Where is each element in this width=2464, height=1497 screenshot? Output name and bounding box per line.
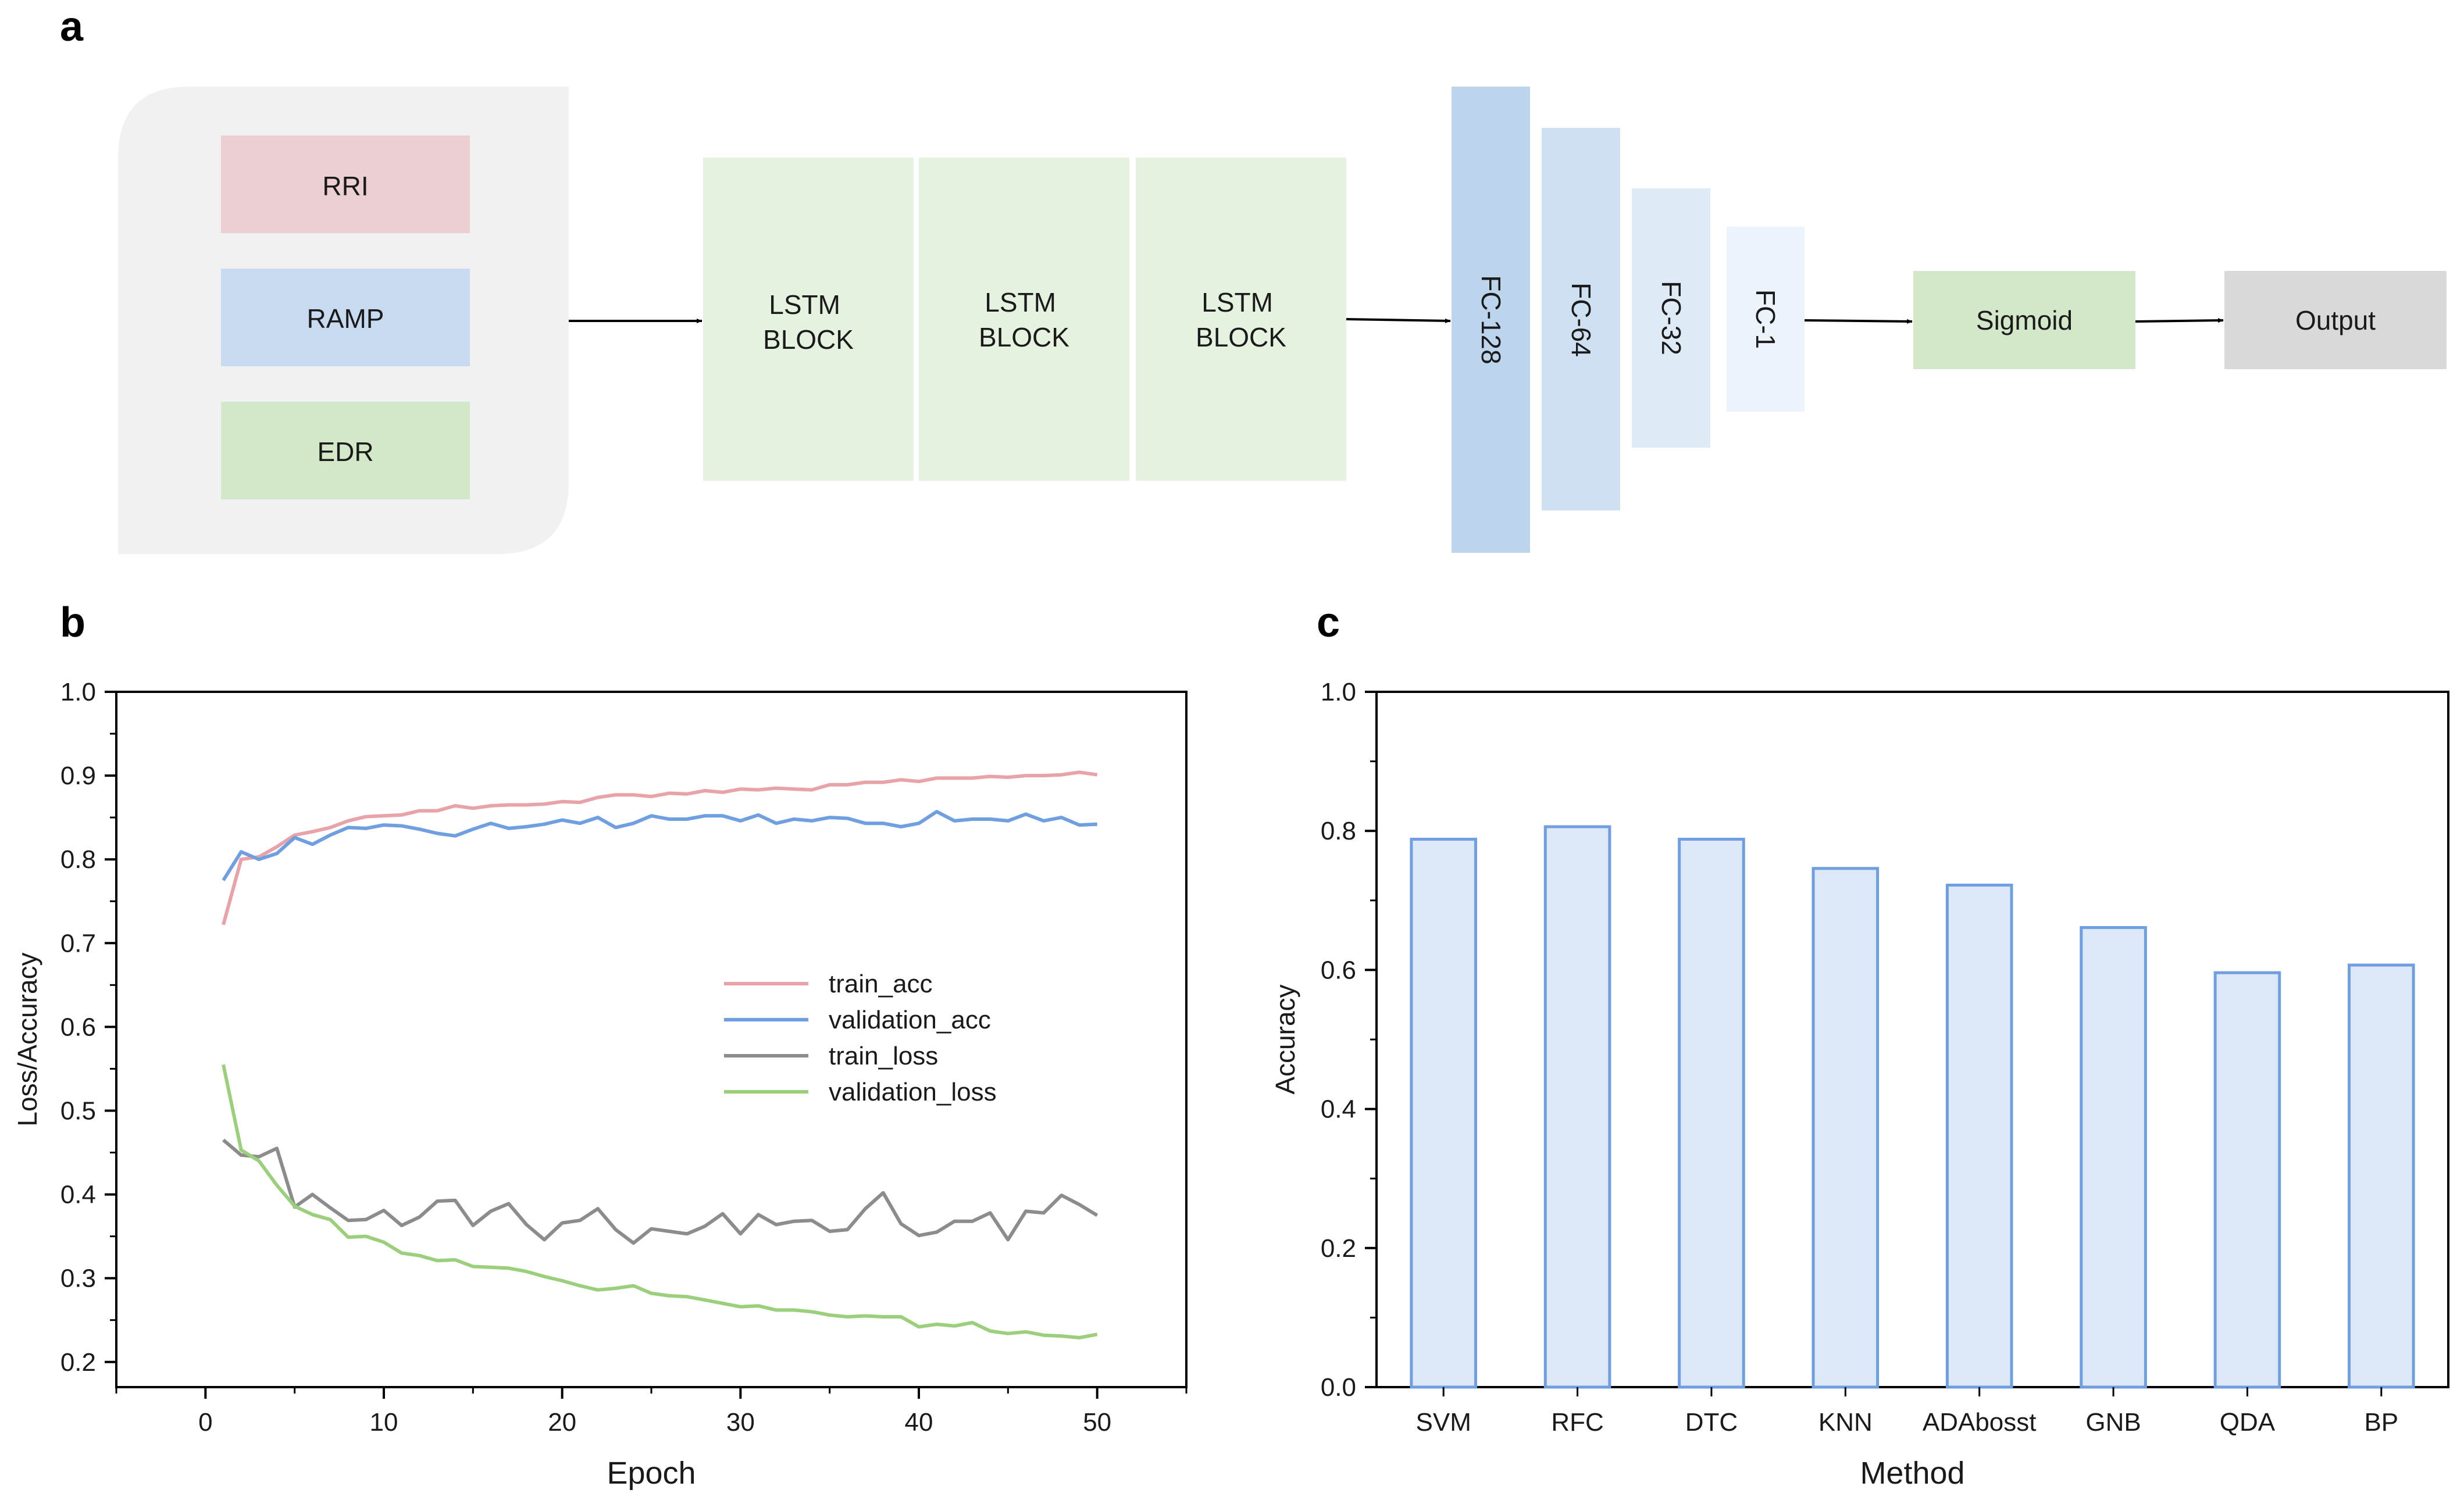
y-tick-label: 0.6 — [60, 1013, 96, 1041]
x-tick-label: 40 — [905, 1408, 933, 1437]
x-tick-label: 50 — [1083, 1408, 1111, 1437]
arrow-to-sigmoid — [1804, 319, 1913, 324]
input-rri-label: RRI — [322, 171, 368, 201]
y-tick-label: 0.8 — [60, 845, 96, 874]
x-tick-label: SVM — [1416, 1408, 1471, 1437]
bar-qda — [2213, 971, 2281, 1389]
x-axis-label: Epoch — [607, 1456, 696, 1491]
fc-128-label: FC-128 — [1476, 275, 1506, 364]
output-label: Output — [2295, 305, 2376, 335]
y-tick-label: 0.8 — [1321, 817, 1356, 845]
y-tick-label: 0.3 — [60, 1264, 96, 1293]
fc-32-label: FC-32 — [1656, 281, 1686, 355]
bar-svm — [1410, 838, 1477, 1389]
legend-label-train-loss: train_loss — [829, 1042, 938, 1070]
architecture-diagram: RRI RAMP EDR LSTM BLOCK LSTM BLOCK LSTM … — [118, 87, 2447, 554]
bar-rfc — [1543, 825, 1611, 1389]
y-tick-label: 0.2 — [60, 1348, 96, 1377]
bar-knn — [1812, 867, 1880, 1389]
lstm-block-2-line1: LSTM — [985, 287, 1056, 317]
series-line-validation-loss — [222, 1064, 1098, 1339]
arrow-to-output — [2135, 318, 2224, 323]
x-tick-label: DTC — [1685, 1408, 1738, 1437]
y-tick-label: 0.7 — [60, 929, 96, 957]
fc-1-label: FC-1 — [1750, 290, 1781, 349]
method-accuracy-chart: 0.0 0.2 0.4 0.6 0.8 1.0 SVM RFC DTC KNN ADAbosst GN… — [1270, 678, 2449, 1491]
fc-64-label: FC-64 — [1566, 283, 1596, 357]
y-axis-label: Accuracy — [1270, 984, 1300, 1094]
lstm-block-1-line1: LSTM — [769, 290, 840, 320]
x-tick-label: 10 — [370, 1408, 398, 1437]
input-edr-label: EDR — [317, 437, 373, 467]
lstm-block-3-label: LSTM BLOCK — [1196, 287, 1286, 352]
lstm-block-2-line2: BLOCK — [979, 322, 1069, 352]
bar-gnb — [2080, 926, 2147, 1389]
fc-32-layer — [1632, 188, 1710, 448]
input-ramp-label: RAMP — [307, 303, 384, 334]
x-tick-label: BP — [2364, 1408, 2398, 1437]
series-line-train-acc — [222, 770, 1098, 926]
lstm-block-1 — [703, 158, 914, 481]
y-tick-label: 1.0 — [1321, 678, 1356, 706]
fc-64-layer — [1542, 128, 1620, 510]
x-tick-label: RFC — [1551, 1408, 1603, 1437]
output-box — [2224, 271, 2447, 369]
x-tick-label: QDA — [2220, 1408, 2276, 1437]
fc-128-layer — [1452, 87, 1530, 553]
training-curves-chart: 0 10 20 30 40 50 0.2 0.3 0.4 0.5 0.6 0.7 0.8 0.9 1.0 Ep… — [12, 678, 1188, 1491]
panel-label-c: c — [1317, 599, 1340, 646]
y-tick-label: 0.9 — [60, 762, 96, 790]
series-line-validation-acc — [222, 810, 1097, 881]
arrow-to-fc — [1346, 318, 1451, 323]
y-tick-label: 0.5 — [60, 1096, 96, 1125]
y-tick-label: 0.4 — [60, 1181, 96, 1209]
bar-bp — [2348, 963, 2415, 1389]
input-rri-box — [221, 135, 470, 233]
input-edr-box — [221, 402, 470, 499]
sigmoid-label: Sigmoid — [1976, 305, 2073, 335]
x-tick-label: GNB — [2085, 1408, 2141, 1437]
lstm-block-3 — [1136, 158, 1346, 481]
x-tick-label: 30 — [726, 1408, 755, 1437]
bar-dtc — [1678, 838, 1745, 1389]
lstm-block-3-line1: LSTM — [1201, 287, 1273, 317]
sigmoid-box — [1913, 271, 2135, 369]
input-ramp-box — [221, 269, 470, 366]
bar-adabosst — [1945, 883, 2013, 1389]
x-tick-label: ADAbosst — [1923, 1408, 2037, 1437]
x-axis-label: Method — [1860, 1456, 1964, 1491]
fc-1-layer — [1727, 227, 1805, 412]
lstm-block-1-label: LSTM BLOCK — [763, 290, 854, 355]
lstm-block-1-line2: BLOCK — [763, 324, 854, 355]
y-tick-label: 0.6 — [1321, 956, 1356, 984]
lstm-block-3-line2: BLOCK — [1196, 322, 1286, 352]
x-tick-label: KNN — [1818, 1408, 1873, 1437]
legend-label-validation-acc: validation_acc — [829, 1006, 991, 1034]
panel-label-b: b — [60, 599, 85, 646]
series-line-train-loss — [222, 1138, 1099, 1245]
legend-label-validation-loss: validation_loss — [829, 1078, 997, 1106]
x-tick-label: 20 — [548, 1408, 576, 1437]
y-tick-label: 0.0 — [1321, 1373, 1356, 1402]
plot-frame — [1375, 691, 2449, 1388]
lstm-block-2-label: LSTM BLOCK — [979, 287, 1069, 352]
y-axis-label: Loss/Accuracy — [12, 952, 42, 1126]
x-tick-label: 0 — [198, 1408, 212, 1437]
lstm-block-2 — [919, 158, 1129, 481]
y-tick-label: 0.4 — [1321, 1095, 1356, 1124]
y-tick-label: 0.2 — [1321, 1234, 1356, 1263]
panel-label-a: a — [60, 3, 84, 50]
y-tick-label: 1.0 — [60, 678, 96, 706]
legend-label-train-acc: train_acc — [829, 970, 933, 998]
